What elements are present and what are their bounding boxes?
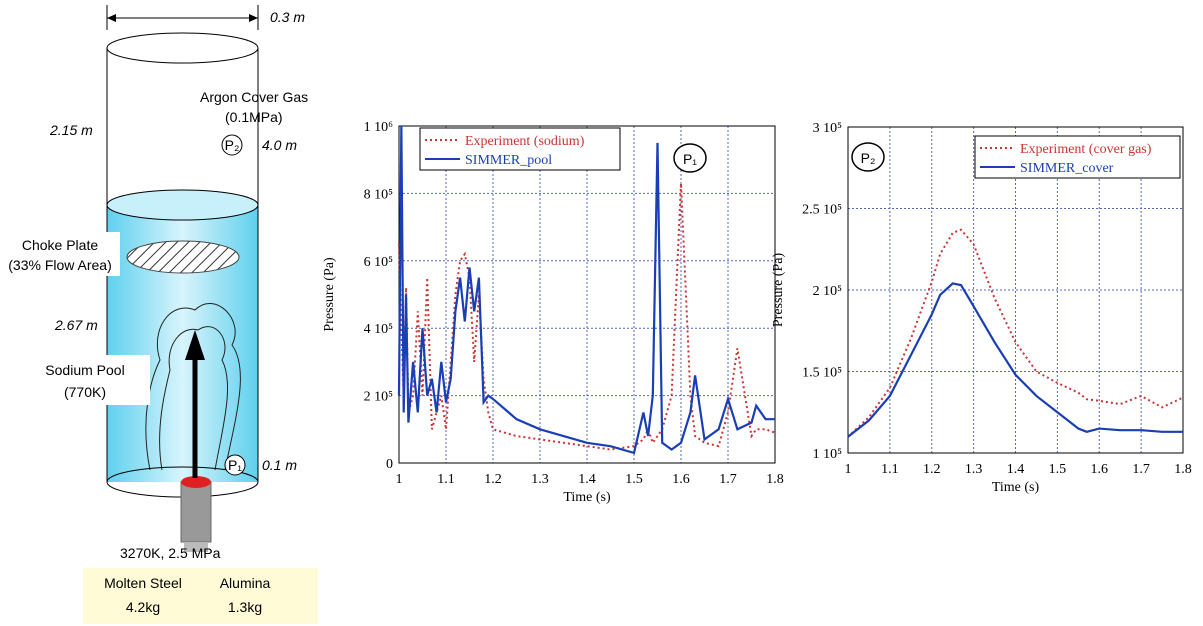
series-line	[398, 183, 776, 451]
x-tick-label: 1	[845, 462, 852, 477]
x-tick-label: 1.2	[923, 462, 941, 477]
x-tick-label: 1.2	[484, 472, 502, 487]
label: 4.0 m	[262, 137, 297, 153]
annotation-circle	[851, 142, 885, 172]
plume-outline	[159, 326, 228, 471]
x-tick-label: 1.5	[625, 472, 643, 487]
legend-label: SIMMER_pool	[465, 153, 552, 168]
y-tick-label: 2 10⁵	[364, 390, 394, 405]
label-bg	[0, 232, 120, 276]
label: (770K)	[64, 384, 106, 400]
x-tick-label: 1.3	[965, 462, 983, 477]
y-tick-label: 1 10⁶	[364, 120, 394, 135]
x-tick-label: 1.8	[1174, 462, 1192, 477]
x-tick-label: 1.5	[1049, 462, 1067, 477]
pool-surface	[106, 189, 259, 221]
material-mass: 1.3kg	[228, 599, 262, 615]
series-line	[847, 228, 1184, 438]
x-tick-label: 1.8	[766, 472, 784, 487]
melt	[181, 476, 211, 488]
x-tick-label: 1.1	[881, 462, 899, 477]
x-tick-label: 1.4	[1007, 462, 1025, 477]
materials-box	[83, 568, 318, 624]
injector	[180, 481, 212, 543]
y-tick-label: 6 10⁵	[364, 255, 394, 270]
legend-box	[419, 127, 621, 171]
material-mass: 4.2kg	[126, 599, 160, 615]
y-tick-label: 4 10⁵	[364, 322, 394, 337]
arrow-head	[185, 330, 205, 360]
x-tick-label: 1.6	[1091, 462, 1109, 477]
label: (0.1MPa)	[225, 109, 283, 125]
x-tick-label: 1.6	[672, 472, 690, 487]
plume-outline	[145, 303, 241, 471]
y-tick-label: 1.5 10⁵	[802, 366, 842, 381]
arrow-head	[249, 14, 258, 22]
label: 3270K, 2.5 MPa	[120, 545, 221, 561]
sensor-label: P₁	[228, 457, 242, 473]
plot-frame	[847, 126, 1184, 454]
legend-label: Experiment (cover gas)	[1020, 142, 1152, 157]
x-tick-label: 1.3	[531, 472, 549, 487]
label: 0.3 m	[270, 9, 305, 25]
label: 0.1 m	[262, 457, 297, 473]
legend-label: Experiment (sodium)	[465, 134, 585, 149]
y-axis-label: Pressure (Pa)	[771, 253, 786, 328]
legend-box	[974, 135, 1181, 179]
vessel-top	[106, 32, 259, 64]
x-axis-label: Time (s)	[992, 480, 1040, 495]
material-name: Molten Steel	[104, 575, 182, 591]
y-tick-label: 0	[386, 457, 393, 472]
x-tick-label: 1	[396, 472, 403, 487]
label: 2.15 m	[49, 122, 93, 138]
label: Sodium Pool	[45, 362, 124, 378]
material-name: Alumina	[220, 575, 271, 591]
y-tick-label: 3 10⁵	[813, 121, 843, 136]
x-axis-label: Time (s)	[563, 490, 611, 505]
arrow-head	[107, 14, 116, 22]
legend-label: SIMMER_cover	[1020, 161, 1114, 176]
annotation: P₂	[861, 150, 876, 166]
injector-base	[184, 542, 208, 552]
x-tick-label: 1.1	[437, 472, 455, 487]
annotation: P₁	[683, 151, 697, 167]
y-tick-label: 1 10⁵	[813, 447, 843, 462]
x-tick-label: 1.7	[1132, 462, 1150, 477]
series-line	[847, 282, 1183, 438]
vessel-diagram: 0.3 m Argon Cover Gas (0.1MPa) P₂ 4.0 m …	[0, 5, 318, 624]
annotation-circle	[673, 143, 707, 173]
sensor-label: P₂	[225, 137, 240, 153]
x-tick-label: 1.7	[719, 472, 737, 487]
label: Choke Plate	[22, 237, 98, 253]
label: Argon Cover Gas	[200, 89, 308, 105]
y-tick-label: 2 10⁵	[813, 284, 843, 299]
label-bg	[20, 355, 150, 405]
sensor	[224, 454, 246, 476]
label: 2.67 m	[54, 317, 98, 333]
y-tick-label: 2.5 10⁵	[802, 203, 842, 218]
label: (33% Flow Area)	[8, 257, 111, 273]
choke-plate	[126, 240, 240, 274]
sensor	[221, 134, 243, 156]
series-line	[397, 125, 775, 455]
x-tick-label: 1.4	[578, 472, 596, 487]
y-tick-label: 8 10⁵	[364, 187, 394, 202]
y-axis-label: Pressure (Pa)	[322, 257, 337, 332]
